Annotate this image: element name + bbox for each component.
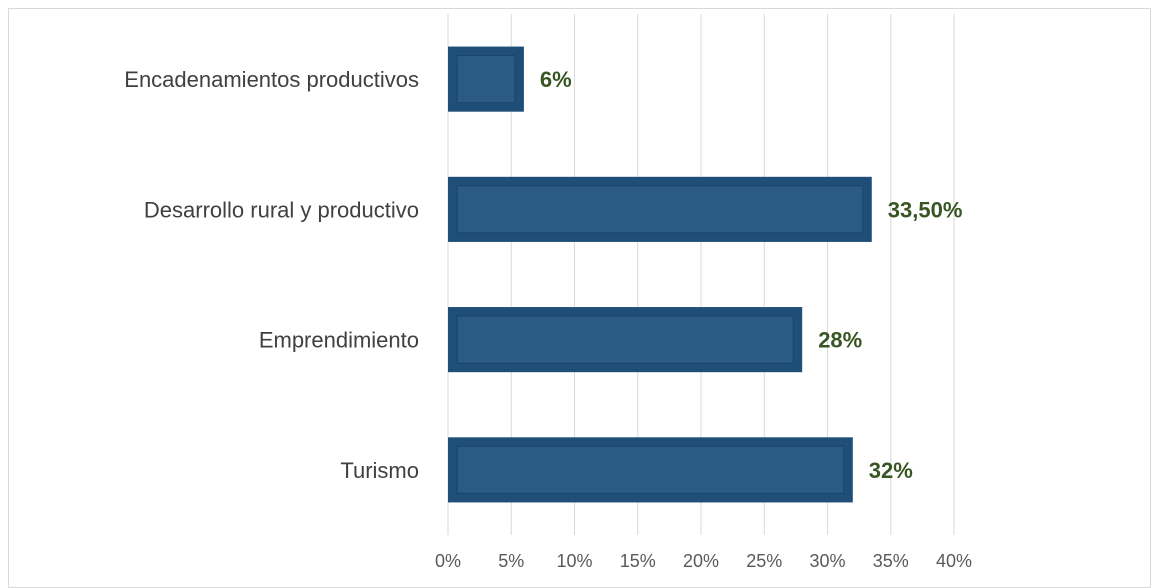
- data-labels: 6% 33,50% 28% 32%: [540, 67, 963, 483]
- x-tick-label: 20%: [683, 551, 719, 571]
- bar-inner: [456, 185, 864, 234]
- category-labels: Encadenamientos productivos Desarrollo ru…: [124, 67, 419, 483]
- x-tick-label: 0%: [435, 551, 461, 571]
- data-label: 6%: [540, 67, 572, 92]
- x-tick-label: 25%: [746, 551, 782, 571]
- category-label: Turismo: [340, 458, 419, 483]
- x-tick-label: 35%: [873, 551, 909, 571]
- x-tick-label: 30%: [809, 551, 845, 571]
- x-tick-label: 10%: [556, 551, 592, 571]
- x-tick-label: 40%: [936, 551, 972, 571]
- category-label: Emprendimiento: [259, 328, 419, 353]
- bars: [448, 46, 872, 503]
- x-tick-label: 15%: [620, 551, 656, 571]
- data-label: 28%: [818, 328, 862, 353]
- category-label: Encadenamientos productivos: [124, 67, 419, 92]
- category-label: Desarrollo rural y productivo: [144, 197, 419, 222]
- data-label: 32%: [869, 458, 913, 483]
- x-tick-label: 5%: [498, 551, 524, 571]
- bar-inner: [456, 445, 845, 494]
- x-axis-tick-labels: 0% 5% 10% 15% 20% 25% 30% 35% 40%: [435, 551, 972, 571]
- data-label: 33,50%: [888, 197, 963, 222]
- bar-inner: [456, 315, 794, 364]
- bar-inner: [456, 55, 516, 104]
